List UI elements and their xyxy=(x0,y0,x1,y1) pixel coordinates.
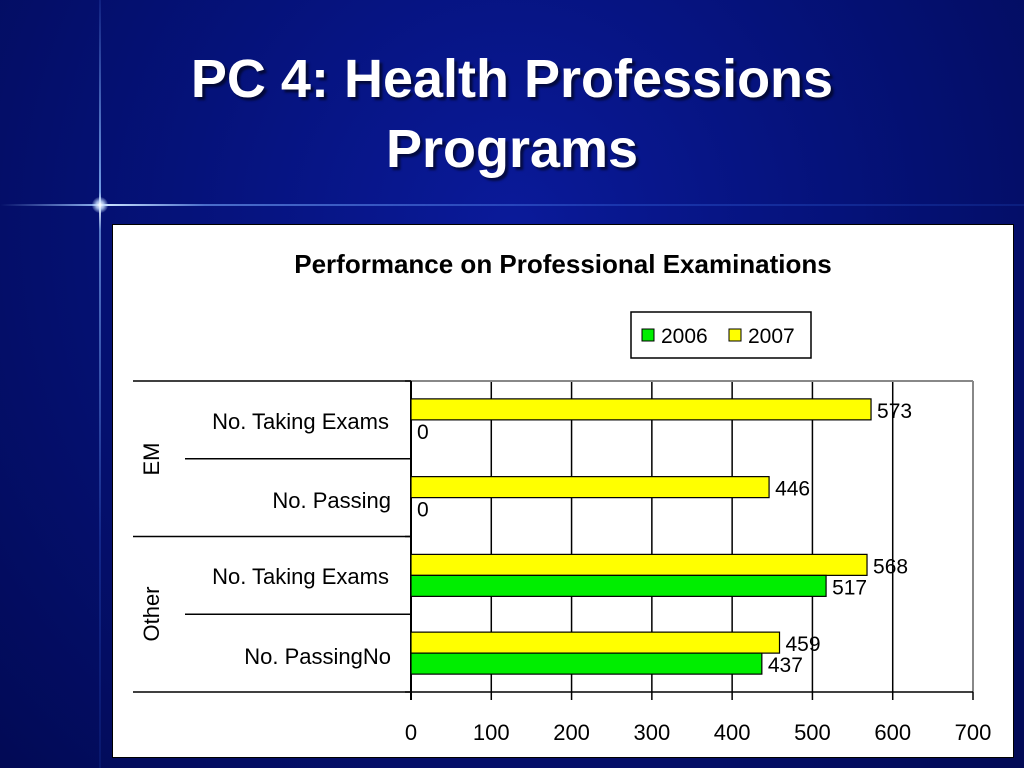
bar-2006-2 xyxy=(410,574,827,597)
category-label-em-passing: No. Passing xyxy=(272,488,391,513)
data-label-2007-3: 459 xyxy=(786,633,821,656)
x-axis-ticks: 0 100 200 300 400 500 600 700 xyxy=(405,692,991,745)
bar-2007-0 xyxy=(410,398,872,421)
lens-flare-horizontal xyxy=(0,204,1024,206)
plot-frame xyxy=(133,380,974,700)
x-tick-label-400: 400 xyxy=(714,720,751,745)
bar-2006-3 xyxy=(410,652,763,675)
slide-title-line1: PC 4: Health Professions xyxy=(190,49,834,109)
slide-title-line2: Programs xyxy=(385,119,639,179)
lens-flare-vertical xyxy=(99,0,101,768)
bar-2007-3 xyxy=(410,631,781,654)
x-tick-label-600: 600 xyxy=(874,720,911,745)
category-labels: No. Taking Exams No. Passing No. Taking … xyxy=(212,409,391,669)
data-label-2006-0: 0 xyxy=(417,421,429,444)
category-label-other-passing: No. PassingNo xyxy=(244,644,391,669)
chart-title: Performance on Professional Examinations xyxy=(294,249,832,279)
chart-container: Performance on Professional Examinations… xyxy=(112,224,1014,758)
data-label-2007-2: 568 xyxy=(873,555,908,578)
x-tick-label-200: 200 xyxy=(553,720,590,745)
category-label-other-taking: No. Taking Exams xyxy=(212,564,389,589)
group-label-other: Other xyxy=(139,586,164,641)
legend-box xyxy=(630,311,812,359)
bar-2007-2 xyxy=(410,553,868,576)
legend-label-2007: 2007 xyxy=(748,325,795,348)
group-labels: EM Other xyxy=(139,443,164,642)
lens-flare-star-icon xyxy=(92,197,108,213)
x-tick-label-100: 100 xyxy=(473,720,510,745)
x-tick-label-300: 300 xyxy=(633,720,670,745)
bar-chart: Performance on Professional Examinations… xyxy=(133,249,991,745)
data-label-2006-1: 0 xyxy=(417,499,429,522)
data-label-2007-1: 446 xyxy=(775,478,810,501)
data-label-2007-0: 573 xyxy=(877,400,912,423)
legend-swatch-2006 xyxy=(641,328,655,342)
bars xyxy=(410,398,872,675)
data-label-2006-2: 517 xyxy=(832,576,867,599)
x-tick-label-500: 500 xyxy=(794,720,831,745)
x-tick-label-700: 700 xyxy=(955,720,992,745)
legend-label-2006: 2006 xyxy=(661,325,708,348)
data-label-2006-3: 437 xyxy=(768,654,803,677)
x-tick-label-0: 0 xyxy=(405,720,417,745)
slide-title: PC 4: Health Professions Programs xyxy=(0,44,1024,184)
group-label-em: EM xyxy=(139,443,164,476)
legend: 2006 2007 xyxy=(630,311,812,359)
legend-swatch-2007 xyxy=(728,328,742,342)
category-label-em-taking: No. Taking Exams xyxy=(212,409,389,434)
bar-2007-1 xyxy=(410,476,770,499)
